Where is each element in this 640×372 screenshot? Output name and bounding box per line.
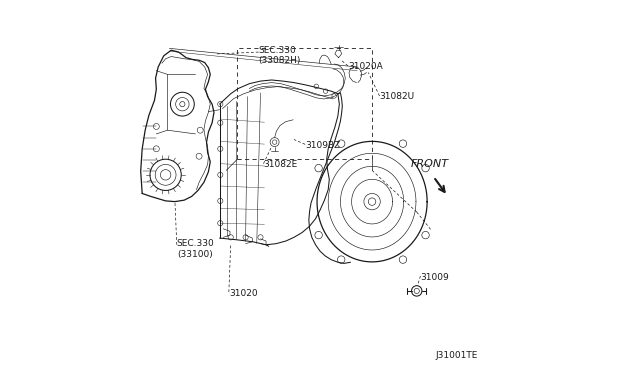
Text: 3109BZ: 3109BZ (305, 141, 340, 150)
Text: 31082E: 31082E (264, 160, 298, 169)
Text: 31009: 31009 (420, 273, 449, 282)
Text: (33082H): (33082H) (259, 56, 301, 65)
Text: SEC.330: SEC.330 (177, 239, 214, 248)
Text: FRONT: FRONT (411, 159, 449, 169)
Bar (237, 48, 372, 159)
Text: J31001TE: J31001TE (435, 351, 477, 360)
Text: 31020: 31020 (229, 289, 257, 298)
Text: 31082U: 31082U (380, 92, 415, 101)
Text: (33100): (33100) (177, 250, 212, 259)
Text: SEC.330: SEC.330 (259, 46, 296, 55)
Text: 31020A: 31020A (348, 62, 383, 71)
